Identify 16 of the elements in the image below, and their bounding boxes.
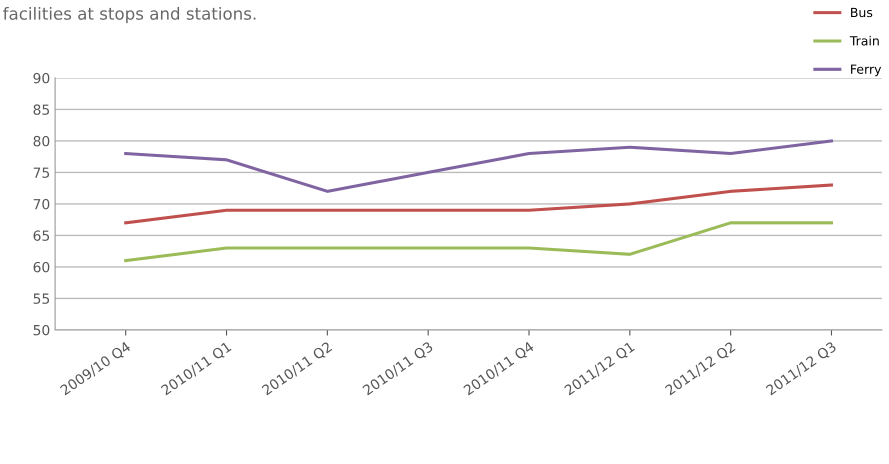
line-series xyxy=(124,139,834,193)
y-tick-label: 90 xyxy=(33,72,50,84)
y-tick-label: 70 xyxy=(34,198,50,210)
y-tick-label: 85 xyxy=(34,104,50,115)
y-tick-label: 75 xyxy=(34,168,50,178)
line-series xyxy=(124,221,834,262)
y-tick-label: 60 xyxy=(34,262,50,272)
y-tick-label: 55 xyxy=(34,294,50,304)
legend-label: Bus xyxy=(851,8,872,18)
legend-label: Train xyxy=(850,36,879,46)
y-tick-label: 50 xyxy=(34,324,50,336)
text: facilities at stops and stations. xyxy=(3,6,256,24)
line-series xyxy=(124,184,834,224)
legend-label: Ferry xyxy=(851,64,882,76)
y-tick-label: 65 xyxy=(34,230,50,241)
y-tick-label: 80 xyxy=(34,136,50,146)
